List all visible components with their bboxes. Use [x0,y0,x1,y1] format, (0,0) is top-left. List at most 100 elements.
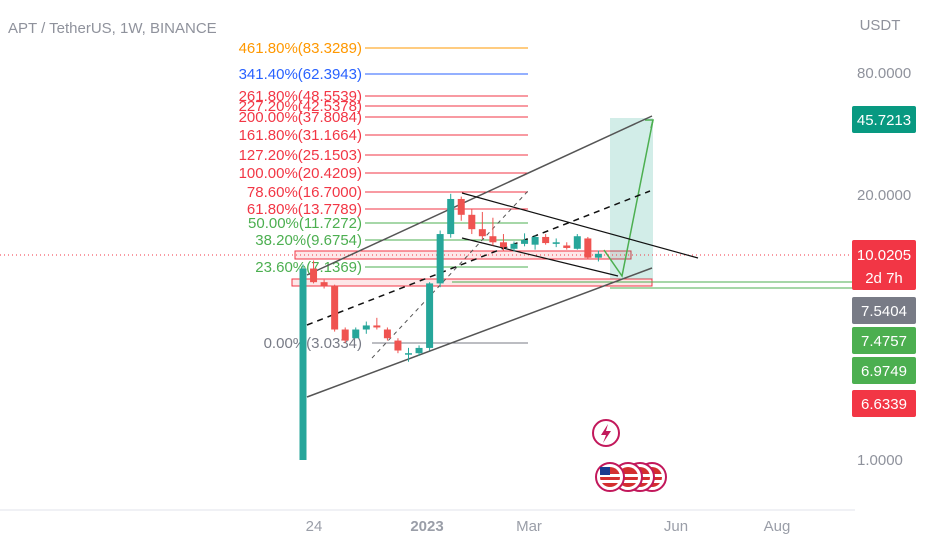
candle-body [383,329,391,339]
candle-body [341,329,349,341]
candle-body [552,242,560,244]
wedge-upper-line[interactable] [461,192,699,259]
candle[interactable] [468,209,476,235]
candle[interactable] [563,242,571,250]
us-flag-icon[interactable] [595,462,625,492]
candle-body [426,283,434,348]
candle[interactable] [352,327,360,339]
candle[interactable] [415,345,423,356]
candle-body [489,236,497,243]
candle[interactable] [394,338,402,354]
candle-body [457,198,465,215]
fib-level-label: 50.00%(11.7272) [248,215,362,232]
fib-level-label: 0.00%(3.0334) [264,335,362,352]
fib-level-label: 341.40%(62.3943) [239,66,362,83]
price-badge-level-1: 7.5404 [852,297,916,324]
channel-upper-line[interactable] [306,115,653,276]
candle[interactable] [499,234,507,252]
candle[interactable] [478,211,486,240]
candle[interactable] [383,327,391,341]
price-badge-level-4: 6.6339 [852,390,916,417]
fib-level-label: 261.80%(48.5539) [239,88,362,105]
fib-level-label: 38.20%(9.6754) [255,232,362,249]
candle[interactable] [521,233,529,247]
fib-level-label: 127.20%(25.1503) [239,147,362,164]
svg-text:7.5404: 7.5404 [861,303,907,320]
projection-arrow [603,119,654,278]
candle-body [563,245,571,248]
candle[interactable] [531,235,539,250]
axis-currency: USDT [860,17,901,34]
resistance-zone[interactable] [294,250,632,260]
axis-tick-80: 80.0000 [857,65,911,82]
candle-body [584,238,592,258]
candle[interactable] [489,217,497,246]
candle[interactable] [447,193,455,238]
candle[interactable] [405,347,412,362]
candle[interactable] [331,284,339,332]
candle-body [594,253,602,258]
svg-text:45.7213: 45.7213 [857,112,911,129]
candle[interactable] [436,230,444,288]
candle-body [310,268,318,283]
candle[interactable] [510,241,518,252]
candle-body [573,236,581,249]
fib-level-label: 61.80%(13.7789) [247,201,362,218]
fib-level-label: 461.80%(83.3289) [239,40,362,57]
candle-body [394,340,402,351]
candle-body [320,282,328,286]
long-position-target[interactable] [610,118,653,279]
candle-body [499,242,507,248]
svg-text:10.0205: 10.0205 [857,247,911,264]
svg-text:6.6339: 6.6339 [861,396,907,413]
fib-level-label: 227.20%(42.5378) [239,98,362,115]
fib-levels[interactable]: 461.80%(83.3289) 341.40%(62.3943) 261.80%(… [239,40,528,352]
candle-body [521,239,529,244]
price-badge-target: 45.7213 [852,106,916,133]
candle[interactable] [362,321,370,334]
fib-level-label: 23.60%(7.1369) [255,259,362,276]
candle[interactable] [594,250,602,262]
wedge-lower-line[interactable] [461,237,619,277]
candle-body [373,325,381,328]
candle[interactable] [320,279,328,289]
axis-tick-1: 1.0000 [857,452,903,469]
candle[interactable] [573,234,581,250]
candle[interactable] [341,327,349,343]
candle[interactable] [426,282,434,351]
candle[interactable] [373,317,381,330]
candle-body [447,198,455,235]
candle-body [478,229,486,237]
candlesticks[interactable] [299,193,602,460]
candle-body [531,236,539,245]
candle[interactable] [552,238,560,248]
price-badge-level-3: 6.9749 [852,357,916,384]
candle-body [362,325,370,330]
candle-body [542,236,550,244]
candle[interactable] [542,234,550,245]
candle-body [352,329,360,339]
us-flag-event-icons[interactable] [595,462,667,492]
fib-level-label: 161.80%(31.1664) [239,127,362,144]
candle[interactable] [299,264,307,460]
candle[interactable] [457,196,465,221]
candle-body [405,353,412,355]
time-label-aug: Aug [764,518,791,535]
axis-tick-20: 20.0000 [857,187,911,204]
price-badge-level-2: 7.4757 [852,327,916,354]
fib-level-label: 200.00%(37.8084) [239,109,362,126]
candle-body [468,214,476,230]
time-label-2023: 2023 [410,518,443,535]
fib-trend-line [371,190,529,359]
time-label-24: 24 [306,518,323,535]
channel-lower-line[interactable] [306,267,653,398]
fib-level-label: 78.60%(16.7000) [247,184,362,201]
candle[interactable] [310,260,318,284]
price-badge-current: 10.0205 2d 7h [852,240,916,290]
candle-body [331,285,339,330]
fib-level-label: 100.00%(20.4209) [239,165,362,182]
projection-arrowhead [645,119,654,129]
lightning-event-icon[interactable] [592,419,620,447]
candle[interactable] [584,236,592,260]
